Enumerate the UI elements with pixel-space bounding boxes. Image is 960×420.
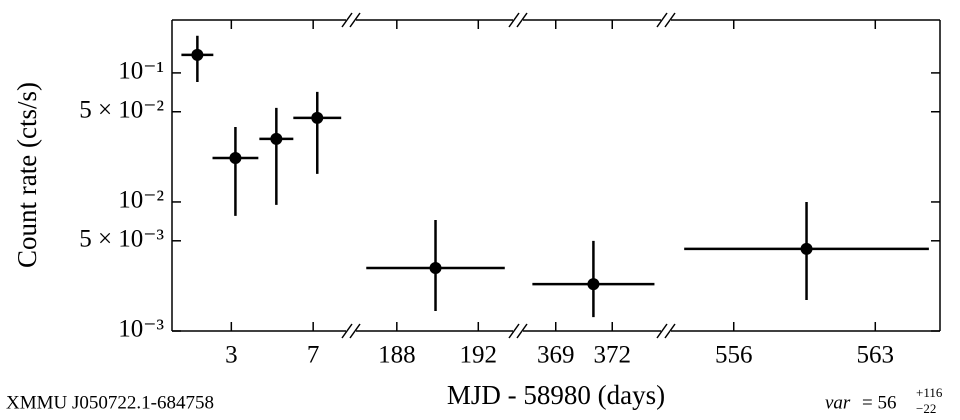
source-name: XMMU J050722.1-684758 (6, 392, 214, 413)
x-tick-label: 188 (378, 342, 416, 369)
break-gap (661, 18, 671, 22)
axis-break (341, 323, 353, 339)
x-tick-label: 3 (225, 342, 238, 369)
var-name: var (825, 392, 851, 413)
axis-break (349, 323, 361, 339)
axis-break (516, 323, 528, 339)
data-point (191, 48, 204, 61)
data-point (587, 278, 600, 291)
data-point (270, 132, 283, 145)
x-axis-label: MJD - 58980 (days) (447, 380, 665, 410)
axis-break (508, 12, 520, 28)
data-point (800, 242, 813, 255)
axis-break (349, 12, 361, 28)
x-tick-label: 556 (715, 342, 753, 369)
x-tick-label: 7 (307, 342, 320, 369)
y-axis-label: Count rate (cts/s) (12, 82, 42, 268)
data-point (229, 152, 242, 165)
y-tick-label: 10⁻² (118, 187, 164, 214)
break-gap (346, 18, 356, 22)
y-tick-label: 5 × 10⁻³ (79, 226, 164, 253)
axis-break (664, 323, 676, 339)
x-tick-label: 369 (537, 342, 575, 369)
var-lower: −22 (916, 401, 936, 416)
break-gap (661, 329, 671, 333)
y-tick-label: 5 × 10⁻² (79, 96, 164, 123)
axis-break (516, 12, 528, 28)
data-point (429, 261, 442, 274)
axis-break (656, 12, 668, 28)
var-value: = 56 (862, 392, 896, 413)
axis-break (664, 12, 676, 28)
var-upper: +116 (916, 385, 943, 400)
x-tick-label: 372 (594, 342, 632, 369)
axis-break (341, 12, 353, 28)
axis-break (508, 323, 520, 339)
data-point (311, 111, 324, 124)
y-tick-label: 10⁻¹ (118, 58, 164, 85)
break-gap (513, 18, 523, 22)
y-tick-label: 10⁻³ (118, 316, 164, 343)
x-tick-label: 192 (460, 342, 498, 369)
axis-break (656, 323, 668, 339)
x-tick-label: 563 (857, 342, 895, 369)
break-gap (346, 329, 356, 333)
break-gap (513, 329, 523, 333)
